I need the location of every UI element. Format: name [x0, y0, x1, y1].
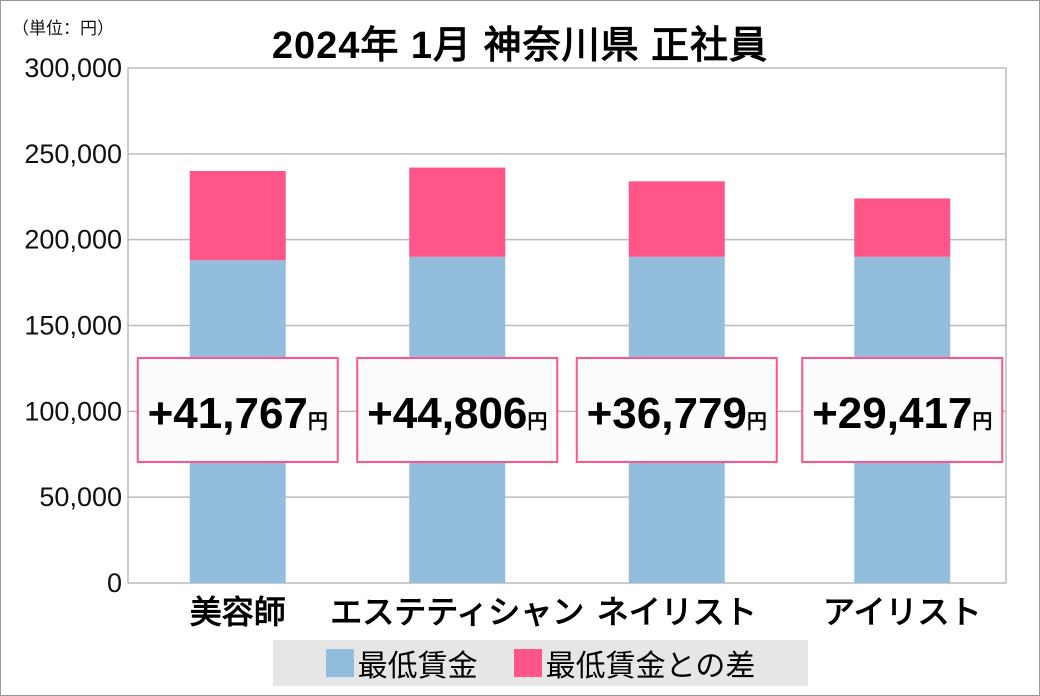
x-category-label: アイリスト [823, 594, 981, 630]
legend-label: 最低賃金 [357, 650, 478, 683]
legend-swatch [325, 649, 354, 677]
data-label: +29,417円 [801, 357, 1004, 463]
data-label: +44,806円 [356, 357, 559, 463]
data-label-box [575, 357, 778, 463]
y-tick-label: 200,000 [24, 225, 122, 255]
legend: 最低賃金 最低賃金との差 [273, 640, 808, 686]
data-label-value: +41,767 [148, 389, 308, 438]
bar-difference [409, 167, 506, 257]
y-tick-label: 100,000 [24, 396, 122, 426]
legend-swatch [513, 649, 542, 677]
unit-label: （単位：円） [12, 19, 114, 38]
y-tick-label: 0 [107, 568, 122, 598]
x-category-label: エステティシャン [330, 594, 584, 630]
data-label-unit: 円 [527, 411, 547, 433]
data-label-text: +44,806円 [367, 389, 547, 438]
data-label-unit: 円 [972, 411, 992, 433]
data-label: +41,767円 [136, 357, 339, 463]
data-label-text: +29,417円 [812, 389, 992, 438]
data-label-unit: 円 [747, 411, 767, 433]
legend-item-minimum-wage: 最低賃金 [325, 641, 478, 685]
data-label-value: +29,417 [812, 389, 972, 438]
y-tick-label: 250,000 [24, 139, 122, 169]
chart-title: 2024年 1月 神奈川県 正社員 [271, 25, 769, 67]
data-label-value: +44,806 [367, 389, 527, 438]
y-tick-label: 300,000 [24, 53, 122, 83]
data-label-box [801, 357, 1004, 463]
data-label-text: +36,779円 [587, 389, 767, 438]
data-label: +36,779円 [575, 357, 778, 463]
bar-difference [854, 198, 951, 257]
data-label-box [136, 357, 339, 463]
x-category-label: 美容師 [190, 594, 286, 630]
x-category-label: ネイリスト [597, 594, 757, 630]
legend-item-difference: 最低賃金との差 [513, 641, 756, 685]
data-label-value: +36,779 [587, 389, 747, 438]
data-label-text: +41,767円 [148, 389, 328, 438]
y-tick-label: 150,000 [24, 311, 122, 341]
legend-label: 最低賃金との差 [545, 650, 756, 683]
data-label-unit: 円 [308, 411, 328, 433]
bar-difference [628, 181, 725, 257]
data-label-box [356, 357, 559, 463]
bar-difference [189, 171, 286, 261]
y-tick-label: 50,000 [39, 482, 122, 512]
